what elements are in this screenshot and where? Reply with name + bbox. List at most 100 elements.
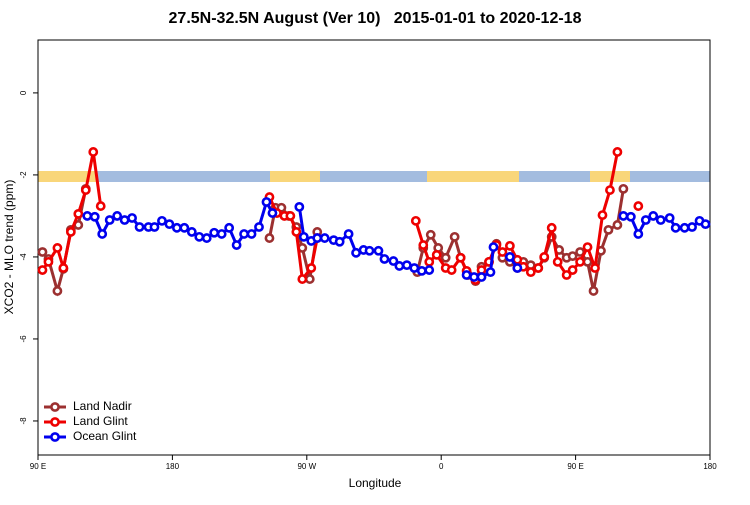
data-point bbox=[633, 201, 644, 211]
data-point bbox=[612, 147, 623, 157]
data-point bbox=[664, 213, 675, 223]
data-point bbox=[306, 263, 317, 273]
y-axis-label: XCO2 - MLO trend (ppm) bbox=[2, 180, 16, 315]
data-point bbox=[582, 242, 593, 252]
legend-label: Land Glint bbox=[73, 414, 128, 428]
data-point bbox=[216, 229, 227, 239]
data-point bbox=[567, 251, 578, 262]
plot-frame bbox=[37, 39, 711, 456]
data-point bbox=[224, 222, 235, 233]
data-point bbox=[476, 272, 487, 282]
y-tick-label: -8 bbox=[19, 417, 28, 425]
data-point bbox=[418, 240, 429, 250]
data-point bbox=[618, 183, 629, 194]
data-point bbox=[157, 215, 167, 226]
data-point bbox=[149, 222, 160, 232]
data-point bbox=[186, 227, 197, 237]
data-point bbox=[239, 229, 249, 239]
data-point bbox=[80, 185, 91, 195]
data-point bbox=[304, 274, 315, 284]
data-point bbox=[401, 260, 412, 271]
data-point bbox=[294, 202, 305, 212]
x-tick-label: 90 W bbox=[297, 462, 316, 471]
data-point bbox=[52, 243, 63, 253]
data-point bbox=[82, 211, 93, 221]
data-point bbox=[319, 233, 330, 243]
data-point bbox=[561, 270, 572, 280]
data-point bbox=[597, 210, 608, 221]
data-point bbox=[455, 252, 466, 263]
data-point bbox=[424, 265, 435, 275]
data-point bbox=[605, 185, 615, 195]
data-point bbox=[343, 229, 354, 239]
data-point bbox=[425, 229, 436, 240]
data-point bbox=[670, 222, 681, 233]
data-point bbox=[37, 247, 48, 257]
data-point bbox=[567, 265, 578, 275]
y-tick-label: -2 bbox=[19, 171, 28, 179]
data-point bbox=[648, 211, 659, 221]
data-point bbox=[285, 211, 296, 221]
data-point bbox=[612, 220, 623, 230]
data-point bbox=[298, 231, 309, 242]
y-tick-label: -6 bbox=[19, 335, 28, 343]
data-point bbox=[104, 215, 115, 225]
x-tick-label: 180 bbox=[703, 462, 717, 471]
data-point bbox=[373, 245, 384, 256]
data-point bbox=[488, 242, 499, 252]
land-strip bbox=[590, 171, 630, 182]
data-point bbox=[424, 256, 435, 267]
data-point bbox=[52, 286, 63, 296]
legend-label: Ocean Glint bbox=[73, 429, 137, 443]
data-point bbox=[431, 249, 442, 260]
data-point bbox=[254, 222, 264, 232]
data-point bbox=[246, 229, 257, 239]
data-point bbox=[312, 233, 323, 243]
land-strip bbox=[427, 171, 519, 182]
data-point bbox=[625, 211, 636, 222]
data-point bbox=[291, 227, 302, 237]
data-point bbox=[379, 254, 390, 264]
land-strip bbox=[38, 171, 97, 182]
data-point bbox=[73, 208, 84, 219]
data-point bbox=[201, 233, 212, 243]
data-point bbox=[497, 247, 508, 257]
legend-marker bbox=[50, 402, 60, 412]
data-point bbox=[231, 240, 242, 250]
data-point bbox=[575, 256, 585, 267]
data-point bbox=[655, 215, 666, 225]
data-point bbox=[590, 263, 600, 273]
data-point bbox=[588, 286, 599, 296]
x-tick-label: 180 bbox=[166, 462, 180, 471]
y-tick-label: 0 bbox=[19, 90, 28, 95]
data-point bbox=[334, 236, 345, 247]
data-point bbox=[679, 222, 690, 233]
x-tick-label: 0 bbox=[439, 462, 444, 471]
data-point bbox=[351, 247, 361, 258]
data-point bbox=[687, 222, 697, 232]
data-point bbox=[58, 263, 69, 273]
data-point bbox=[134, 222, 145, 232]
data-point bbox=[164, 219, 175, 230]
data-point bbox=[119, 215, 130, 225]
land-strip bbox=[270, 171, 320, 182]
data-point bbox=[127, 213, 137, 223]
data-point bbox=[409, 263, 420, 273]
data-point bbox=[485, 267, 496, 278]
data-point bbox=[546, 222, 557, 233]
x-tick-label: 90 E bbox=[567, 462, 583, 471]
data-point bbox=[37, 265, 48, 275]
data-point bbox=[633, 229, 644, 239]
data-point bbox=[264, 233, 275, 243]
data-point bbox=[461, 270, 472, 280]
map-strip bbox=[38, 171, 710, 182]
data-point bbox=[552, 256, 563, 267]
data-point bbox=[364, 245, 375, 256]
legend-marker bbox=[50, 432, 60, 442]
data-point bbox=[469, 272, 479, 282]
data-point bbox=[297, 274, 308, 284]
data-point bbox=[618, 211, 629, 221]
data-point bbox=[88, 147, 99, 157]
